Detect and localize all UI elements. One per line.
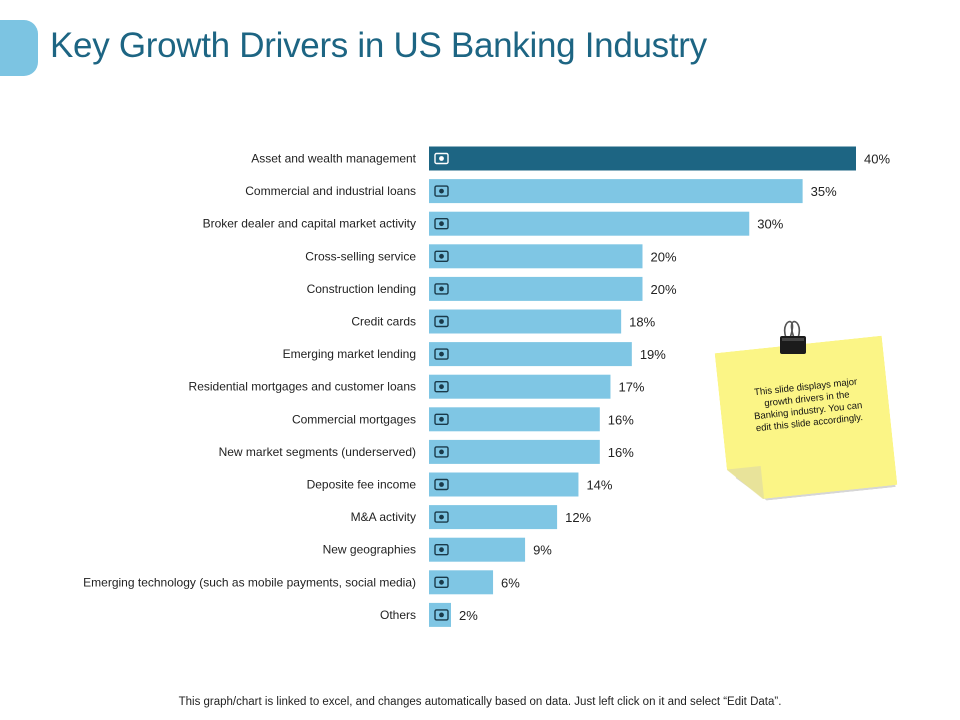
category-label: M&A activity <box>351 510 416 524</box>
bar-group: M&A activity 12% <box>351 505 592 530</box>
bar[interactable] <box>429 146 856 171</box>
value-label: 12% <box>565 510 591 525</box>
bar[interactable] <box>429 211 750 236</box>
category-label: Broker dealer and capital market activit… <box>203 217 416 231</box>
category-label: Emerging technology (such as mobile paym… <box>83 575 416 589</box>
share-nodes-icon <box>434 446 449 458</box>
category-label: Deposite fee income <box>307 478 417 492</box>
category-label: New geographies <box>323 543 416 557</box>
footer-note: This graph/chart is linked to excel, and… <box>178 696 782 708</box>
value-label: 19% <box>640 347 666 362</box>
bar[interactable] <box>429 570 494 595</box>
bar-group: Commercial and industrial loans 35% <box>245 179 837 204</box>
gear-network-icon <box>434 283 449 295</box>
bar-group: New market segments (underserved) 16% <box>219 439 634 464</box>
city-growth-icon <box>434 348 449 360</box>
category-label: Credit cards <box>351 315 416 329</box>
globe-network-icon <box>434 544 449 556</box>
bar-group: Cross-selling service 20% <box>305 244 677 269</box>
value-label: 6% <box>501 575 520 590</box>
hand-coin-icon <box>434 478 449 491</box>
bar[interactable] <box>429 472 579 497</box>
category-label: Cross-selling service <box>305 249 416 263</box>
value-label: 35% <box>811 184 837 199</box>
value-label: 18% <box>629 315 655 330</box>
bar-group: Commercial mortgages 16% <box>292 407 634 432</box>
category-label: Emerging market lending <box>283 347 416 361</box>
bar[interactable] <box>429 276 643 301</box>
value-label: 16% <box>608 412 634 427</box>
bar[interactable] <box>429 407 600 432</box>
bar[interactable] <box>429 244 643 269</box>
bar-group: Asset and wealth management 40% <box>251 146 890 171</box>
value-label: 40% <box>864 152 890 167</box>
value-label: 30% <box>757 217 783 232</box>
wealth-chart-icon <box>434 152 449 165</box>
bar[interactable] <box>429 179 803 204</box>
category-label: Residential mortgages and customer loans <box>189 380 416 394</box>
bar[interactable] <box>429 505 558 530</box>
bar-group: Emerging technology (such as mobile paym… <box>83 570 520 595</box>
bar-group: Residential mortgages and customer loans… <box>189 374 645 399</box>
value-label: 2% <box>459 608 478 623</box>
bar[interactable] <box>429 374 611 399</box>
value-label: 17% <box>618 380 644 395</box>
bar-group: Others 2% <box>380 602 478 627</box>
bar-group: Emerging market lending 19% <box>283 342 666 367</box>
factory-icon <box>434 185 449 197</box>
category-label: Commercial mortgages <box>292 412 416 426</box>
value-label: 16% <box>608 445 634 460</box>
office-building-icon <box>434 413 449 425</box>
category-label: Commercial and industrial loans <box>245 184 416 198</box>
broker-person-icon <box>434 217 449 230</box>
sticky-note-fold <box>726 465 765 503</box>
ellipsis-circle-icon <box>434 609 449 621</box>
title-accent-shape <box>0 20 38 76</box>
sticky-note: This slide displays major growth drivers… <box>715 336 898 503</box>
page-title: Key Growth Drivers in US Banking Industr… <box>50 26 707 65</box>
bar[interactable] <box>429 309 622 334</box>
category-label: New market segments (underserved) <box>219 445 416 459</box>
house-icon <box>434 381 449 393</box>
binder-clip-icon <box>780 320 806 354</box>
category-label: Asset and wealth management <box>251 152 416 166</box>
value-label: 9% <box>533 543 552 558</box>
growth-drivers-bar-chart: Asset and wealth management 40% Commercial… <box>83 146 890 627</box>
shopping-cart-icon <box>434 250 449 263</box>
bar-group: Credit cards 18% <box>351 309 656 334</box>
lightbulb-gear-icon <box>434 576 449 588</box>
category-label: Others <box>380 608 416 622</box>
bar-group: Construction lending 20% <box>307 276 677 301</box>
bar-group: New geographies 9% <box>323 537 552 562</box>
bar[interactable] <box>429 439 600 464</box>
bar[interactable] <box>429 537 526 562</box>
value-label: 14% <box>586 478 612 493</box>
bar-group: Broker dealer and capital market activit… <box>203 211 784 236</box>
value-label: 20% <box>651 282 677 297</box>
bar[interactable] <box>429 342 632 367</box>
category-label: Construction lending <box>307 282 416 296</box>
exchange-arrows-icon <box>434 511 449 523</box>
credit-card-icon <box>434 315 449 328</box>
bar-group: Deposite fee income 14% <box>307 472 613 497</box>
value-label: 20% <box>651 249 677 264</box>
